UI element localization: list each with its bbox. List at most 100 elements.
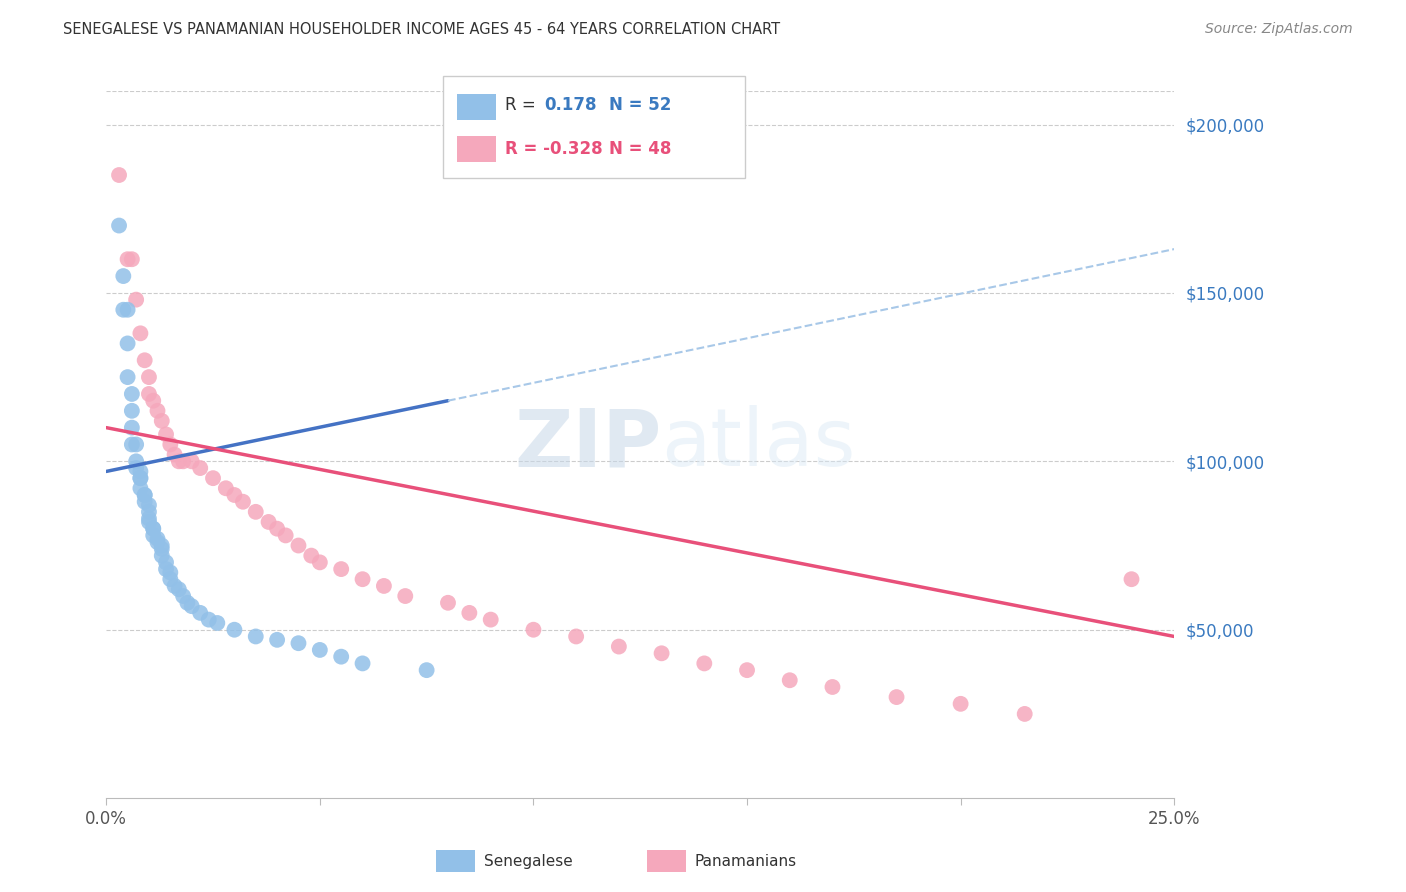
Text: Source: ZipAtlas.com: Source: ZipAtlas.com <box>1205 22 1353 37</box>
Point <box>146 535 169 549</box>
Point <box>215 481 238 495</box>
Point <box>308 643 330 657</box>
Text: atlas: atlas <box>662 406 856 483</box>
Point <box>121 420 143 434</box>
Point <box>167 454 190 468</box>
Point <box>117 370 139 384</box>
Point <box>125 461 148 475</box>
Point <box>651 646 673 660</box>
Point <box>394 589 416 603</box>
Point <box>949 697 972 711</box>
Point <box>112 268 135 283</box>
Point <box>245 505 267 519</box>
Point <box>125 437 148 451</box>
Point <box>693 657 716 671</box>
Point <box>266 632 288 647</box>
Point <box>167 582 190 597</box>
Point <box>188 606 211 620</box>
Point <box>308 555 330 569</box>
Point <box>224 488 246 502</box>
Point <box>352 657 374 671</box>
Point <box>142 522 165 536</box>
Point <box>352 572 374 586</box>
Point <box>129 481 152 495</box>
Text: Senegalese: Senegalese <box>484 855 572 869</box>
Point <box>138 498 160 512</box>
Point <box>121 404 143 418</box>
Point <box>415 663 437 677</box>
Point <box>207 615 229 630</box>
Point <box>232 494 254 508</box>
Point <box>146 404 169 418</box>
Point <box>188 461 211 475</box>
Text: 0.178: 0.178 <box>544 96 596 114</box>
Point <box>287 539 309 553</box>
Point <box>886 690 908 704</box>
Point <box>437 596 460 610</box>
Text: R = -0.328: R = -0.328 <box>505 140 602 158</box>
Point <box>163 448 186 462</box>
Point <box>172 589 194 603</box>
Point <box>150 541 173 556</box>
Point <box>159 572 181 586</box>
Point <box>287 636 309 650</box>
Point <box>117 302 139 317</box>
Point <box>373 579 395 593</box>
Point <box>257 515 280 529</box>
Point <box>138 505 160 519</box>
Point <box>146 532 169 546</box>
Point <box>266 522 288 536</box>
Point <box>121 387 143 401</box>
Point <box>159 566 181 580</box>
Point <box>138 370 160 384</box>
Point <box>150 539 173 553</box>
Point <box>117 252 139 267</box>
Point <box>142 528 165 542</box>
Point <box>129 471 152 485</box>
Point <box>108 219 131 233</box>
Point <box>121 437 143 451</box>
Point <box>330 562 353 576</box>
Point <box>138 515 160 529</box>
Point <box>117 336 139 351</box>
Point <box>125 293 148 307</box>
Point <box>134 488 156 502</box>
Point <box>150 414 173 428</box>
Point <box>155 555 177 569</box>
Point <box>150 549 173 563</box>
Point <box>121 252 143 267</box>
Point <box>112 302 135 317</box>
Point <box>134 353 156 368</box>
Point <box>134 488 156 502</box>
Point <box>142 522 165 536</box>
Point <box>330 649 353 664</box>
Text: Panamanians: Panamanians <box>695 855 797 869</box>
Point <box>159 437 181 451</box>
Point <box>138 387 160 401</box>
Point <box>108 168 131 182</box>
Point <box>155 427 177 442</box>
Point <box>155 562 177 576</box>
Point <box>134 494 156 508</box>
Text: N = 52: N = 52 <box>609 96 671 114</box>
Point <box>522 623 544 637</box>
Point <box>245 630 267 644</box>
Point <box>180 599 202 614</box>
Point <box>479 613 502 627</box>
Point <box>458 606 481 620</box>
Point <box>1014 706 1036 721</box>
Point <box>821 680 844 694</box>
Text: R =: R = <box>505 96 546 114</box>
Point <box>224 623 246 637</box>
Point <box>735 663 758 677</box>
Point <box>299 549 322 563</box>
Point <box>129 326 152 341</box>
Text: ZIP: ZIP <box>515 406 662 483</box>
Point <box>180 454 202 468</box>
Text: N = 48: N = 48 <box>609 140 671 158</box>
Point <box>129 471 152 485</box>
Text: SENEGALESE VS PANAMANIAN HOUSEHOLDER INCOME AGES 45 - 64 YEARS CORRELATION CHART: SENEGALESE VS PANAMANIAN HOUSEHOLDER INC… <box>63 22 780 37</box>
Point <box>125 454 148 468</box>
Point <box>142 393 165 408</box>
Point <box>172 454 194 468</box>
